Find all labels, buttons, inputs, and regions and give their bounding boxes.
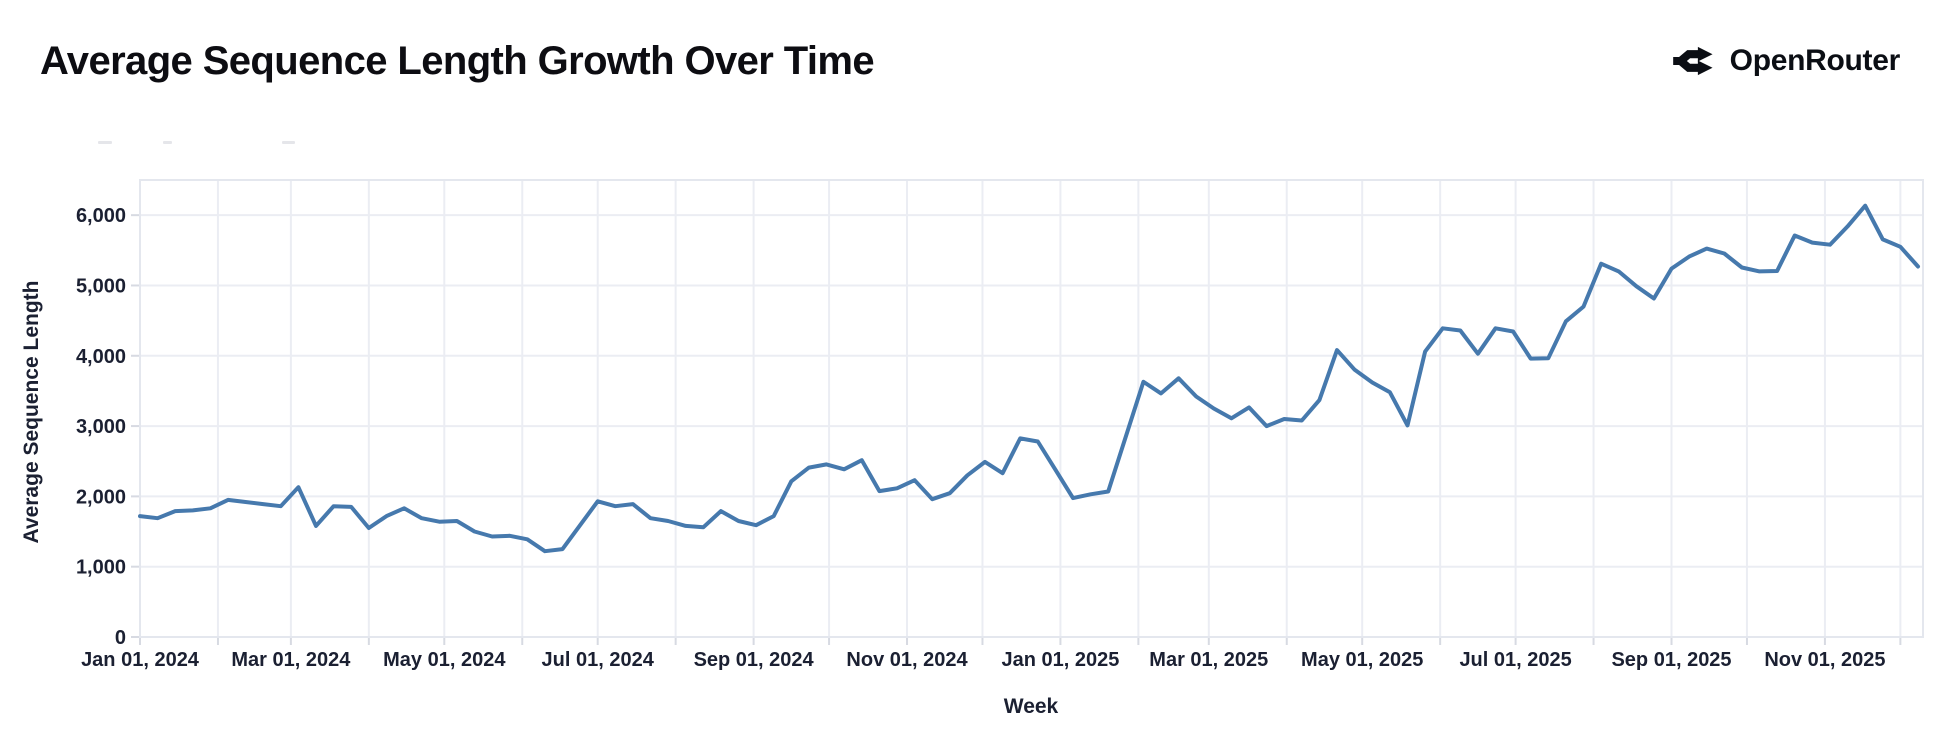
plot-border	[139, 179, 1924, 638]
x-tick-label: Jan 01, 2024	[81, 649, 200, 671]
x-tick-label: Mar 01, 2024	[231, 649, 351, 671]
x-tick-label: Sep 01, 2025	[1611, 649, 1731, 671]
faint-dash	[98, 141, 112, 144]
x-tick-label: Nov 01, 2025	[1764, 649, 1885, 671]
openrouter-fork-arrows-icon	[1672, 46, 1713, 76]
brand-logo: OpenRouter	[1669, 39, 1900, 83]
series-line	[138, 203, 1920, 554]
axis-ticks	[131, 214, 1902, 645]
y-tick-label: 2,000	[76, 486, 126, 508]
x-tick-label: May 01, 2025	[1301, 649, 1423, 671]
faint-dash	[163, 141, 172, 144]
x-tick-label: Jan 01, 2025	[1001, 649, 1119, 671]
y-axis-title: Average Sequence Length	[20, 280, 43, 544]
y-tick-label: 3,000	[76, 416, 126, 438]
x-tick-label: Jul 01, 2024	[542, 649, 655, 671]
data-series	[138, 203, 1920, 554]
x-tick-label: Sep 01, 2024	[694, 649, 815, 671]
y-tick-label: 5,000	[76, 275, 126, 297]
tick-labels: 0 1,000 2,000 3,000 4,000 5,000 6,000 Jan 01, 2…	[76, 205, 1886, 671]
x-tick-label: Jul 01, 2025	[1459, 649, 1571, 671]
y-tick-label: 1,000	[76, 557, 126, 579]
y-tick-label: 0	[115, 627, 126, 649]
chart-header: Average Sequence Length Growth Over Time…	[40, 32, 1900, 90]
y-tick-label: 6,000	[76, 205, 126, 227]
x-tick-label: May 01, 2024	[383, 649, 506, 671]
brand-name: OpenRouter	[1729, 44, 1901, 77]
x-tick-label: Nov 01, 2024	[846, 649, 968, 671]
gridlines	[139, 179, 1924, 638]
y-tick-label: 4,000	[76, 346, 126, 368]
page-title: Average Sequence Length Growth Over Time	[40, 38, 875, 83]
faint-dash	[282, 141, 295, 144]
x-axis-title: Week	[1003, 695, 1059, 718]
x-tick-label: Mar 01, 2025	[1149, 649, 1268, 671]
